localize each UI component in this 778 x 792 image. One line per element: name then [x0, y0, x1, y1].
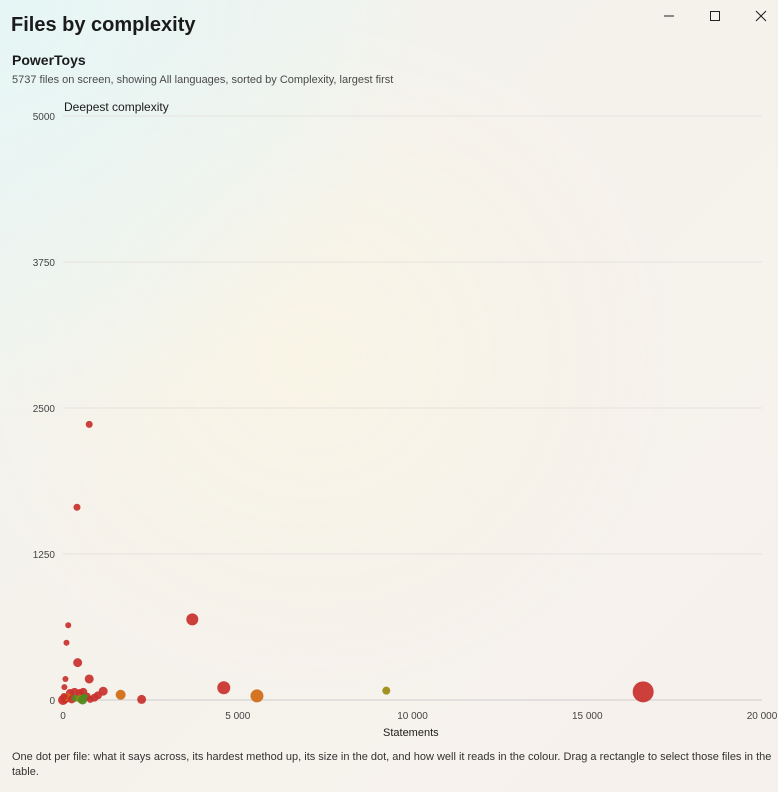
x-tick-label: 20 000: [747, 711, 778, 722]
project-name: PowerToys: [12, 52, 86, 68]
data-point[interactable]: [250, 689, 264, 703]
y-tick-label: 0: [49, 696, 55, 707]
x-tick-label: 15 000: [572, 711, 603, 722]
data-point[interactable]: [84, 674, 94, 684]
data-point[interactable]: [115, 689, 126, 700]
x-tick-label: 0: [60, 711, 66, 722]
data-point[interactable]: [60, 692, 68, 700]
x-tick-label: 5 000: [225, 711, 250, 722]
window-title: Files by complexity: [11, 14, 196, 36]
data-point[interactable]: [80, 693, 89, 702]
minimize-icon: [664, 15, 674, 17]
data-point[interactable]: [86, 695, 94, 703]
close-button[interactable]: [738, 0, 778, 32]
data-point[interactable]: [62, 675, 69, 682]
data-point[interactable]: [186, 613, 199, 626]
y-tick-label: 3750: [33, 258, 56, 269]
data-point[interactable]: [85, 420, 93, 428]
data-point[interactable]: [61, 684, 68, 691]
chart-description: One dot per file: what it says across, i…: [12, 751, 772, 778]
data-point[interactable]: [73, 503, 81, 511]
data-point[interactable]: [93, 691, 102, 700]
x-axis-label: Statements: [383, 727, 439, 739]
x-tick-label: 10 000: [397, 711, 428, 722]
data-point[interactable]: [217, 681, 231, 695]
scatter-chart[interactable]: 0 1250 2500 3750 5000 0 5 000 10 000 15 000 20 00…: [0, 0, 778, 740]
summary-text: 5737 files on screen, showing All langua…: [12, 74, 394, 86]
data-point[interactable]: [63, 639, 70, 646]
data-point[interactable]: [632, 681, 654, 703]
data-point[interactable]: [73, 658, 83, 668]
minimize-button[interactable]: [646, 0, 692, 32]
maximize-button[interactable]: [692, 0, 738, 32]
data-point[interactable]: [137, 694, 147, 704]
data-point[interactable]: [65, 622, 72, 629]
y-tick-label: 2500: [33, 404, 56, 415]
y-tick-label: 5000: [33, 112, 56, 123]
title-bar: Files by complexity: [0, 0, 778, 44]
data-point[interactable]: [382, 686, 391, 695]
y-tick-label: 1250: [33, 550, 56, 561]
maximize-icon: [710, 11, 720, 21]
close-icon: [755, 10, 767, 22]
y-axis-label: Deepest complexity: [64, 100, 169, 114]
